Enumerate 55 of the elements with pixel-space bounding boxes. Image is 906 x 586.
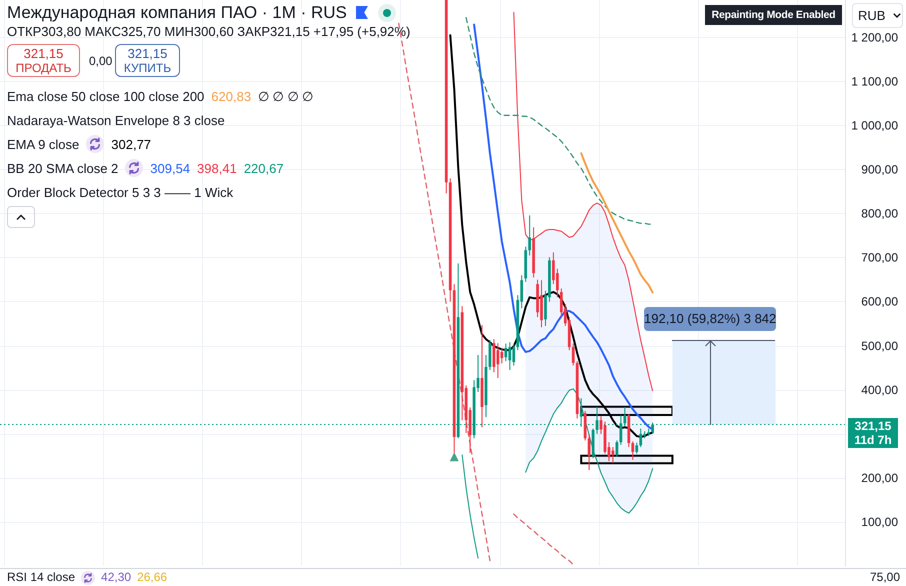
text: 26,66 [137, 570, 168, 585]
candlestick [639, 428, 642, 448]
y-tick-label: 700,00 [861, 250, 898, 265]
y-tick-label: 400,00 [861, 382, 898, 397]
annotation: 398,41 [197, 160, 237, 176]
candlestick [572, 343, 575, 366]
candlestick [631, 440, 634, 460]
annotation: 220,67 [244, 160, 284, 176]
annotation: BB 20 SMA close 2 [7, 160, 118, 176]
candlestick [492, 338, 496, 373]
annotation: 0,00 [89, 54, 112, 68]
annotation: КУПИТЬ [122, 61, 172, 75]
candlestick [596, 406, 598, 434]
annotation: EMA 9 close [7, 136, 80, 152]
y-tick-label: 800,00 [861, 206, 898, 221]
candlestick [488, 340, 492, 370]
annotation: Ema close 50 close 100 close 200 [7, 88, 204, 104]
y-tick-label: 900,00 [861, 162, 898, 177]
currency-dropdown: RUB [852, 3, 903, 28]
annotation: Repainting Mode Enabled [705, 5, 842, 25]
text: 42,30 [101, 570, 132, 585]
candlestick [512, 343, 516, 366]
candlestick [508, 342, 512, 370]
annotation: 620,83 [211, 88, 252, 104]
text: 11d 7h [853, 433, 893, 447]
y-tick-label: 500,00 [861, 338, 898, 353]
y-tick-label: 200,00 [861, 470, 898, 485]
text: 75,00 [870, 570, 900, 585]
y-tick-label: 100,00 [861, 514, 898, 529]
text: RSI 14 close [7, 570, 76, 585]
annotation: 321,15 [126, 46, 168, 61]
annotation: ПРОДАТЬ [14, 61, 72, 75]
candlestick [588, 433, 591, 470]
candlestick [616, 440, 618, 458]
y-tick-label: 1 100,00 [851, 74, 898, 88]
line-series [466, 17, 654, 225]
line-series [580, 152, 654, 294]
annotation: Order Block Detector 5 3 3 —— 1 Wick [7, 184, 234, 200]
annotation: ∅ ∅ ∅ ∅ [258, 88, 313, 104]
annotation: 309,54 [150, 160, 190, 176]
y-tick-label: 1 000,00 [851, 118, 898, 133]
y-tick-label: 1 200,00 [851, 30, 898, 44]
buy-button: 321,15 КУПИТЬ [115, 44, 180, 77]
annotation: 321,15 [22, 46, 64, 61]
annotation: 192,10 (59,82%) 3 842 [644, 307, 776, 331]
chart-title: Международная компания ПАО · 1M · RUS [7, 3, 347, 23]
candlestick [496, 342, 500, 378]
y-tick-label: 600,00 [861, 294, 898, 309]
candlestick [612, 446, 614, 464]
ref-line-label: 321,15 [854, 419, 892, 433]
annotation: 302,77 [111, 136, 152, 152]
text: ОТКР303,80 МАКС325,70 МИН300,60 ЗАКР321,15 +17,95 (+5,92%) [7, 24, 410, 40]
sell-button: 321,15 ПРОДАТЬ [7, 44, 80, 77]
candlestick [528, 214, 531, 256]
annotation: Nadaraya-Watson Envelope 8 3 close [7, 112, 225, 128]
